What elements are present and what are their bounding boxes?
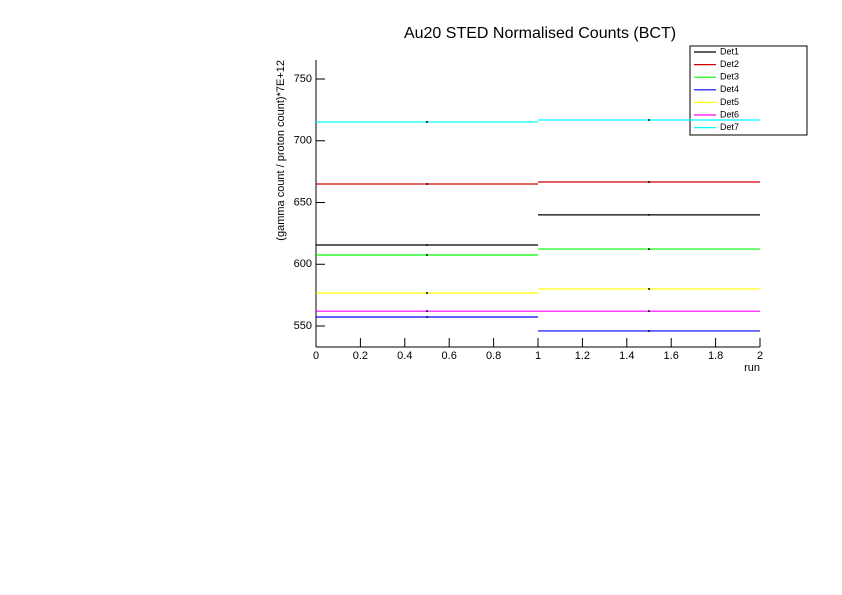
bin-marker (426, 243, 428, 246)
x-tick-label: 2 (757, 350, 763, 362)
x-axis-label: run (744, 362, 760, 374)
legend-label: Det7 (720, 122, 739, 132)
x-tick-label: 0.4 (397, 350, 412, 362)
y-tick-label: 550 (294, 320, 312, 332)
y-tick-label: 650 (294, 196, 312, 208)
bin-marker (426, 315, 428, 318)
y-tick-label: 700 (294, 135, 312, 147)
x-tick-label: 0.2 (353, 350, 368, 362)
legend (689, 45, 808, 136)
bin-marker (426, 292, 428, 295)
bin-marker (426, 120, 428, 123)
x-tick-label: 1 (535, 350, 541, 362)
chart-title: Au20 STED Normalised Counts (BCT) (404, 25, 676, 42)
bin-marker (648, 213, 650, 216)
x-tick-label: 1.4 (619, 350, 634, 362)
x-tick-label: 0.6 (442, 350, 457, 362)
bin-marker (426, 182, 428, 185)
legend-label: Det4 (720, 84, 739, 94)
legend-label: Det3 (720, 72, 739, 82)
bin-marker (426, 310, 428, 313)
x-tick-label: 1.2 (575, 350, 590, 362)
y-tick-label: 750 (294, 73, 312, 85)
bin-marker (648, 287, 650, 290)
legend-label: Det6 (720, 109, 739, 119)
bin-marker (648, 329, 650, 332)
bin-marker (648, 248, 650, 251)
x-tick-label: 0.8 (486, 350, 501, 362)
legend-label: Det1 (720, 46, 739, 56)
bin-marker (648, 181, 650, 184)
legend-label: Det5 (720, 97, 739, 107)
y-axis-label: (gamma count / proton count)*7E+12 (275, 60, 287, 241)
bin-marker (648, 119, 650, 122)
x-tick-label: 1.6 (664, 350, 679, 362)
bin-marker (648, 310, 650, 313)
x-tick-label: 1.8 (708, 350, 723, 362)
legend-label: Det2 (720, 59, 739, 69)
bin-marker (426, 253, 428, 256)
x-tick-label: 0 (313, 350, 319, 362)
y-tick-label: 600 (294, 258, 312, 270)
